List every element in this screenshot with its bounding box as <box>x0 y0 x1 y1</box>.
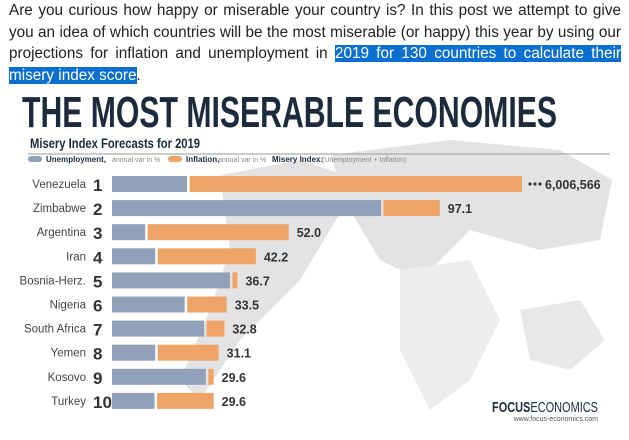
rank-label: 5 <box>93 272 102 291</box>
category-label: Bosnia-Herz. <box>20 275 86 287</box>
category-label: South Africa <box>24 324 87 336</box>
bar-inflation <box>187 296 227 313</box>
brand-light: ECONOMICS <box>530 399 598 416</box>
legend-inflation: Inflation, <box>186 155 219 164</box>
total-label: 29.6 <box>222 371 246 385</box>
chart-subtitle: Misery Index Forecasts for 2019 <box>30 135 200 151</box>
bars-group: Venezuela 1 6,006,566 Zimbabwe 2 97.1 Argentin… <box>20 176 601 412</box>
brand-url: www.focus-economics.com <box>513 416 599 423</box>
world-map-background <box>180 140 612 410</box>
bar-unemployment <box>112 320 205 337</box>
total-label: 36.7 <box>245 274 269 288</box>
intro-paragraph: Are you curious how happy or miserable y… <box>9 0 621 86</box>
bar-unemployment <box>112 200 382 217</box>
intro-text: Are you curious how happy or miserable y… <box>9 2 621 62</box>
bar-unemployment <box>112 392 155 409</box>
category-label: Yemen <box>51 348 86 360</box>
bar-unemployment <box>112 224 146 241</box>
rank-label: 7 <box>93 321 102 340</box>
rank-label: 2 <box>93 200 102 219</box>
break-dot <box>533 182 537 186</box>
legend: Unemployment, annual var in % Inflation,… <box>28 155 406 164</box>
bar-unemployment <box>112 368 206 385</box>
bar-inflation <box>147 224 289 241</box>
total-label: 97.1 <box>448 202 472 216</box>
legend-swatch-unemployment <box>28 156 42 162</box>
category-label: Turkey <box>51 396 86 408</box>
category-label: Venezuela <box>32 179 86 191</box>
bar-unemployment <box>112 248 156 265</box>
bar-inflation <box>383 200 440 217</box>
total-label: 29.6 <box>222 395 246 409</box>
rank-label: 6 <box>93 297 102 316</box>
category-label: Kosovo <box>48 372 86 384</box>
bar-inflation <box>157 248 256 265</box>
rank-label: 1 <box>93 176 102 195</box>
rank-label: 4 <box>93 248 103 267</box>
bar-inflation <box>157 392 214 409</box>
intro-text-end: . <box>136 66 141 84</box>
svg-text:FOCUSECONOMICS: FOCUSECONOMICS <box>492 399 598 416</box>
bar-inflation <box>157 344 219 361</box>
total-label: 32.8 <box>232 323 256 337</box>
break-dot <box>538 182 542 186</box>
legend-swatch-inflation <box>168 156 182 162</box>
category-label: Zimbabwe <box>33 203 86 215</box>
rank-label: 3 <box>93 224 102 243</box>
bar-inflation <box>206 320 225 337</box>
bar-inflation <box>232 272 238 289</box>
total-label: 33.5 <box>235 299 259 313</box>
rank-label: 8 <box>93 345 102 364</box>
bar-unemployment <box>112 296 185 313</box>
rank-label: 10 <box>93 393 112 412</box>
total-label: 42.2 <box>264 250 288 264</box>
brand-bold: FOCUS <box>492 399 530 416</box>
category-label: Argentina <box>37 227 87 239</box>
total-label: 6,006,566 <box>545 178 601 192</box>
bar-inflation <box>189 176 523 192</box>
total-label: 52.0 <box>297 226 321 240</box>
legend-inflation-note: annual var in % <box>218 157 266 164</box>
brand-logo: FOCUSECONOMICS www.focus-economics.com <box>492 399 598 423</box>
bar-unemployment <box>112 344 156 361</box>
chart-title: THE MOST MISERABLE ECONOMIES <box>22 88 557 137</box>
legend-unemployment-note: annual var in % <box>112 157 160 164</box>
rank-label: 9 <box>93 369 102 388</box>
break-dot <box>528 182 532 186</box>
category-label: Iran <box>66 251 86 263</box>
bar-unemployment <box>112 272 230 289</box>
infographic-chart: THE MOST MISERABLE ECONOMIES Misery Inde… <box>18 86 612 436</box>
bar-inflation <box>208 368 214 385</box>
legend-misery: Misery Index: <box>272 155 323 164</box>
total-label: 31.1 <box>227 347 251 361</box>
category-label: Nigeria <box>50 300 87 312</box>
bar-unemployment <box>112 176 188 192</box>
legend-unemployment: Unemployment, <box>46 155 106 164</box>
legend-misery-note: (Unemployment + Inflation) <box>322 157 406 164</box>
